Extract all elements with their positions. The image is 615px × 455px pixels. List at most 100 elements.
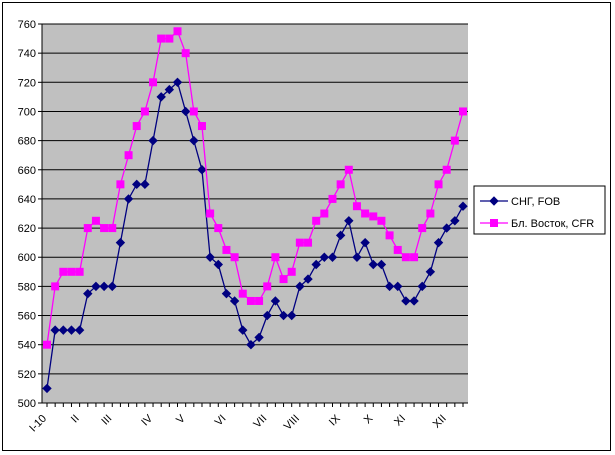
data-point xyxy=(213,259,224,270)
data-point xyxy=(75,267,84,276)
y-tick-label: 560 xyxy=(18,311,36,323)
data-point xyxy=(303,274,313,284)
data-point xyxy=(336,180,345,189)
data-point xyxy=(279,275,288,284)
data-point xyxy=(50,325,60,335)
data-point xyxy=(270,296,281,306)
data-point xyxy=(132,179,142,190)
data-point xyxy=(107,281,117,292)
data-point xyxy=(255,296,264,305)
y-tick-label: 500 xyxy=(18,398,36,410)
data-point xyxy=(173,27,182,36)
y-tick-label: 620 xyxy=(18,223,36,235)
x-tick-label: IV xyxy=(139,412,155,428)
legend-item: Бл. Восток, CFR xyxy=(480,218,594,230)
data-point xyxy=(312,216,321,225)
axes xyxy=(41,24,468,404)
legend: СНГ, FOB Бл. Восток, CFR xyxy=(473,185,606,235)
legend-marker xyxy=(490,219,498,227)
data-point xyxy=(189,135,199,146)
data-point xyxy=(238,325,248,335)
series-layer xyxy=(42,27,468,394)
data-point xyxy=(246,339,256,350)
data-point xyxy=(278,310,289,321)
data-point xyxy=(238,289,247,298)
data-point xyxy=(442,165,451,174)
data-point xyxy=(361,209,370,218)
data-point xyxy=(66,325,77,335)
y-tick-label: 680 xyxy=(18,136,36,148)
data-point xyxy=(164,84,175,95)
x-tick-label: XII xyxy=(431,413,449,431)
data-point xyxy=(401,253,410,262)
data-point xyxy=(180,106,191,117)
series-line xyxy=(46,30,464,345)
series-middle-east-cfr xyxy=(43,27,467,349)
y-tick-label: 720 xyxy=(18,77,36,89)
data-point xyxy=(369,212,378,221)
data-point xyxy=(51,282,60,291)
data-point xyxy=(246,296,255,305)
data-point xyxy=(426,209,435,218)
data-point xyxy=(319,252,330,262)
data-point xyxy=(58,325,69,335)
data-point xyxy=(328,194,337,203)
data-point xyxy=(132,122,141,131)
data-point xyxy=(401,296,411,306)
x-tick-label: XI xyxy=(392,413,408,429)
data-point xyxy=(99,281,109,292)
data-point xyxy=(295,238,304,247)
data-point xyxy=(140,107,149,116)
y-tick-label: 760 xyxy=(18,19,36,31)
data-point xyxy=(115,237,126,248)
data-point xyxy=(393,245,402,254)
data-point xyxy=(335,230,346,241)
data-point xyxy=(221,288,232,299)
data-point xyxy=(360,237,370,248)
legend-marker xyxy=(489,196,499,206)
data-point xyxy=(181,49,190,58)
y-tick-label: 580 xyxy=(18,281,36,293)
data-point xyxy=(83,288,93,299)
data-point xyxy=(83,224,92,233)
x-tick-label: VII xyxy=(251,413,269,431)
data-point xyxy=(458,201,468,211)
data-point xyxy=(417,281,427,292)
x-tick-label: V xyxy=(174,412,188,426)
x-tick-label: VI xyxy=(213,413,229,429)
x-tick-label: III xyxy=(99,413,114,428)
y-tick-label: 740 xyxy=(18,48,36,60)
data-point xyxy=(425,267,436,277)
data-point xyxy=(43,340,51,349)
data-point xyxy=(384,281,395,292)
data-point xyxy=(433,237,444,248)
data-point xyxy=(229,296,240,306)
data-point xyxy=(368,259,378,270)
data-point xyxy=(344,216,354,226)
data-point xyxy=(42,383,52,394)
data-point xyxy=(459,107,467,116)
data-point xyxy=(214,224,223,233)
data-point xyxy=(124,151,133,160)
y-tick-label: 520 xyxy=(18,369,36,381)
x-tick-label: I-10 xyxy=(27,413,49,435)
data-point xyxy=(286,310,297,321)
y-tick-label: 540 xyxy=(18,340,36,352)
data-point xyxy=(352,202,361,211)
data-point xyxy=(148,135,158,146)
data-point xyxy=(376,259,387,270)
series-cis-fob xyxy=(42,77,468,394)
y-tick-label: 640 xyxy=(18,194,36,206)
plot-area xyxy=(42,24,468,403)
data-point xyxy=(108,224,117,233)
data-point xyxy=(222,245,231,254)
data-point xyxy=(59,267,68,276)
data-point xyxy=(123,194,134,204)
x-tick-label: IX xyxy=(327,412,343,428)
x-tick-label: X xyxy=(362,412,376,426)
data-point xyxy=(344,165,353,174)
data-point xyxy=(157,34,166,43)
data-point xyxy=(377,216,386,225)
data-point xyxy=(295,281,305,292)
